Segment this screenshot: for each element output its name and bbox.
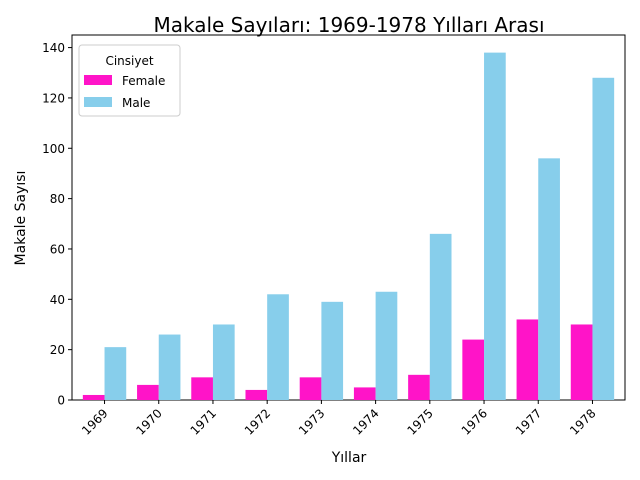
- legend-label-male: Male: [122, 96, 150, 110]
- y-tick-label-0: 0: [57, 394, 65, 408]
- y-axis-label: Makale Sayısı: [13, 171, 29, 266]
- bar-female-1969: [82, 394, 105, 400]
- x-tick-label-1970: 1970: [133, 406, 164, 437]
- bar-female-1970: [137, 384, 159, 400]
- bar-female-1976: [462, 339, 485, 400]
- x-tick-label-1971: 1971: [188, 406, 219, 437]
- bar-male-1978: [592, 77, 615, 400]
- y-tick-label-40: 40: [50, 293, 65, 307]
- legend-swatch-female: [84, 75, 112, 85]
- y-axis: 0 20 40 60 80 100 120 140: [42, 41, 72, 408]
- x-tick-label-1976: 1976: [459, 406, 490, 437]
- x-tick-label-1972: 1972: [242, 406, 273, 437]
- x-tick-label-1975: 1975: [404, 406, 435, 437]
- legend: Cinsiyet Female Male: [78, 44, 181, 117]
- y-tick-label-140: 140: [42, 41, 65, 55]
- x-tick-label-1978: 1978: [567, 406, 598, 437]
- bar-male-1971: [212, 324, 235, 400]
- bar-male-1970: [158, 334, 181, 400]
- bar-female-1975: [408, 374, 430, 400]
- x-axis: 1969 1970 1971 1972 1973 1974 1975 1976 1977 1978: [79, 400, 599, 438]
- y-tick-label-60: 60: [50, 242, 65, 256]
- bar-male-1976: [484, 52, 506, 401]
- bar-female-1971: [191, 377, 213, 400]
- bar-female-1977: [516, 319, 539, 400]
- bar-male-1973: [321, 301, 344, 400]
- bar-female-1974: [353, 387, 376, 400]
- y-tick-label-100: 100: [42, 142, 65, 156]
- bar-male-1969: [104, 347, 127, 400]
- chart-title: Makale Sayıları: 1969-1978 Yılları Arası: [153, 13, 544, 37]
- bar-male-1972: [267, 294, 289, 400]
- x-tick-label-1974: 1974: [350, 406, 381, 437]
- bar-female-1978: [570, 324, 593, 400]
- legend-label-female: Female: [122, 74, 165, 88]
- x-tick-label-1973: 1973: [296, 406, 327, 437]
- legend-swatch-male: [84, 97, 112, 107]
- bar-female-1973: [299, 377, 322, 400]
- y-tick-label-20: 20: [50, 343, 65, 357]
- bars-group: [82, 52, 615, 401]
- bar-male-1975: [429, 233, 452, 400]
- legend-title: Cinsiyet: [105, 54, 153, 68]
- bar-male-1974: [375, 291, 398, 400]
- x-tick-label-1969: 1969: [79, 406, 110, 437]
- x-tick-label-1977: 1977: [513, 406, 544, 437]
- y-tick-label-120: 120: [42, 91, 65, 105]
- bar-male-1977: [538, 158, 560, 400]
- plot-area: [71, 34, 626, 401]
- y-tick-label-80: 80: [50, 192, 65, 206]
- x-axis-label: Yıllar: [331, 450, 367, 466]
- bar-female-1972: [245, 389, 268, 400]
